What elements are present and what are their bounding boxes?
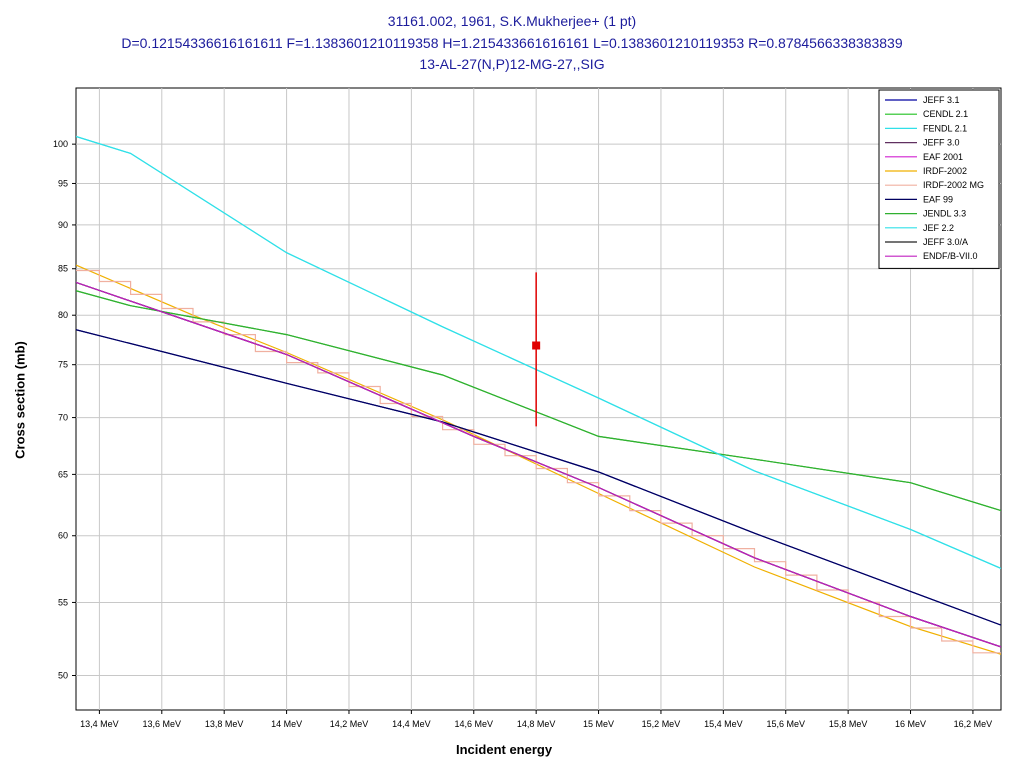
legend-box [878, 89, 1000, 269]
data-point [532, 341, 541, 350]
series-line-endf-b-vii-0 [76, 281, 1001, 648]
chart-title-line-3: 13-AL-27(N,P)12-MG-27,,SIG [419, 56, 605, 72]
series-group [76, 135, 1001, 655]
x-tick-label: 15,8 MeV [829, 719, 868, 729]
y-tick-label: 65 [58, 469, 68, 479]
x-tick-label: 13,8 MeV [205, 719, 244, 729]
chart-title-line-1: 31161.002, 1961, S.K.Mukherjee+ (1 pt) [387, 13, 637, 29]
legend-label: CENDL 2.1 [923, 109, 968, 119]
x-tick-label: 14,8 MeV [517, 719, 556, 729]
y-tick-label: 60 [58, 531, 68, 541]
x-tick-label: 14 MeV [271, 719, 302, 729]
chart-title-line-2: D=0.12154336616161611 F=1.13836012101193… [121, 35, 903, 51]
legend-label: ENDF/B-VII.0 [923, 251, 978, 261]
legend-label: IRDF-2002 [923, 166, 967, 176]
x-tick-label: 15,4 MeV [704, 719, 743, 729]
x-tick-label: 14,4 MeV [392, 719, 431, 729]
y-tick-label: 55 [58, 597, 68, 607]
experimental-points [532, 272, 541, 427]
legend-label: EAF 99 [923, 194, 953, 204]
legend-label: JEFF 3.0/A [923, 237, 968, 247]
y-tick-label: 50 [58, 671, 68, 681]
x-tick-label: 13,6 MeV [143, 719, 182, 729]
y-tick-label: 100 [53, 139, 68, 149]
plot-area [75, 87, 1002, 711]
y-tick-label: 90 [58, 220, 68, 230]
legend-label: JEF 2.2 [923, 223, 954, 233]
y-tick-label: 95 [58, 178, 68, 188]
series-line-eaf-99 [76, 329, 1001, 626]
x-tick-label: 15 MeV [583, 719, 614, 729]
y-tick-label: 85 [58, 264, 68, 274]
axis-ticks: 13,4 MeV 13,6 MeV 13,8 MeV 14 MeV 14,2 MeV 14… [53, 139, 992, 729]
x-tick-label: 16 MeV [895, 719, 926, 729]
x-tick-label: 16,2 MeV [954, 719, 993, 729]
legend-label: JEFF 3.0 [923, 138, 960, 148]
y-tick-label: 80 [58, 310, 68, 320]
x-tick-label: 13,4 MeV [80, 719, 119, 729]
legend-label: IRDF-2002 MG [923, 180, 984, 190]
legend: JEFF 3.1 CENDL 2.1 FENDL 2.1 JEFF 3.0 EAF 20… [878, 89, 1000, 269]
y-tick-label: 75 [58, 360, 68, 370]
legend-label: JENDL 3.3 [923, 209, 966, 219]
x-axis-title: Incident energy [456, 742, 553, 757]
x-tick-label: 14,6 MeV [454, 719, 493, 729]
y-tick-label: 70 [58, 413, 68, 423]
x-tick-label: 15,6 MeV [766, 719, 805, 729]
x-tick-label: 14,2 MeV [330, 719, 369, 729]
legend-label: EAF 2001 [923, 152, 963, 162]
legend-label: JEFF 3.1 [923, 95, 960, 105]
x-tick-label: 15,2 MeV [642, 719, 681, 729]
y-axis-title: Cross section (mb) [12, 341, 28, 459]
series-line-jef-2-2 [76, 135, 1001, 569]
legend-label: FENDL 2.1 [923, 123, 967, 133]
